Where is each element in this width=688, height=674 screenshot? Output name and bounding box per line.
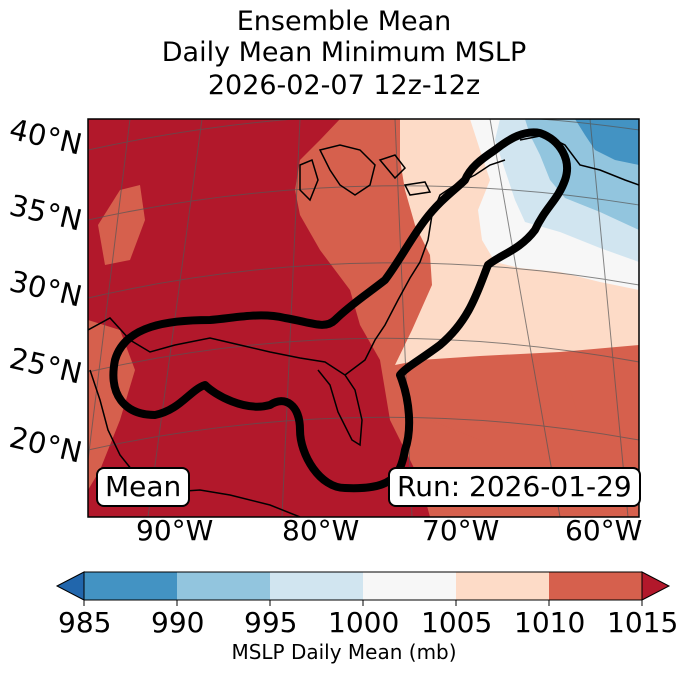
colorbar-bin-990-995 [177,572,270,600]
mslp-field [88,119,639,517]
colorbar-bin-985-990 [84,572,177,600]
map-title-line-1: Ensemble Mean [236,6,452,37]
colorbar-bin-1010-1015 [549,572,642,600]
lon-label-90w: 90°W [136,514,214,547]
map-title-line-2: Daily Mean Minimum MSLP [161,37,527,68]
colorbar-tick-label: 1005 [421,606,493,639]
colorbar [55,571,671,606]
colorbar-bin-995-1000 [270,572,363,600]
colorbar-title: MSLP Daily Mean (mb) [231,640,457,664]
field-1010-1015-bahamas [400,330,580,470]
colorbar-tick-label: 990 [151,606,205,639]
colorbar-tick-label: 985 [58,606,112,639]
colorbar-bin-1000-1005 [363,572,456,600]
colorbar-extend-high [641,571,671,601]
lon-label-80w: 80°W [282,514,360,547]
colorbar-tick-label: 995 [244,606,298,639]
colorbar-tick-marks [83,600,643,606]
colorbar-tick-label: 1015 [607,606,679,639]
colorbar-tick-label: 1010 [514,606,586,639]
lon-label-70w: 70°W [422,514,500,547]
colorbar-bin-1005-1010 [456,572,549,600]
map-title-line-3: 2026-02-07 12z-12z [207,70,481,101]
field-1010-1015-west [98,185,145,265]
colorbar-tick-label: 1000 [328,606,400,639]
ensemble-mean-outline [109,128,571,493]
lon-label-60w: 60°W [565,514,643,547]
run-date-label: Run: 2026-01-29 [388,467,641,507]
panel-label-mean: Mean [96,467,191,507]
colorbar-extend-low [55,571,85,601]
map-frame [87,118,640,518]
